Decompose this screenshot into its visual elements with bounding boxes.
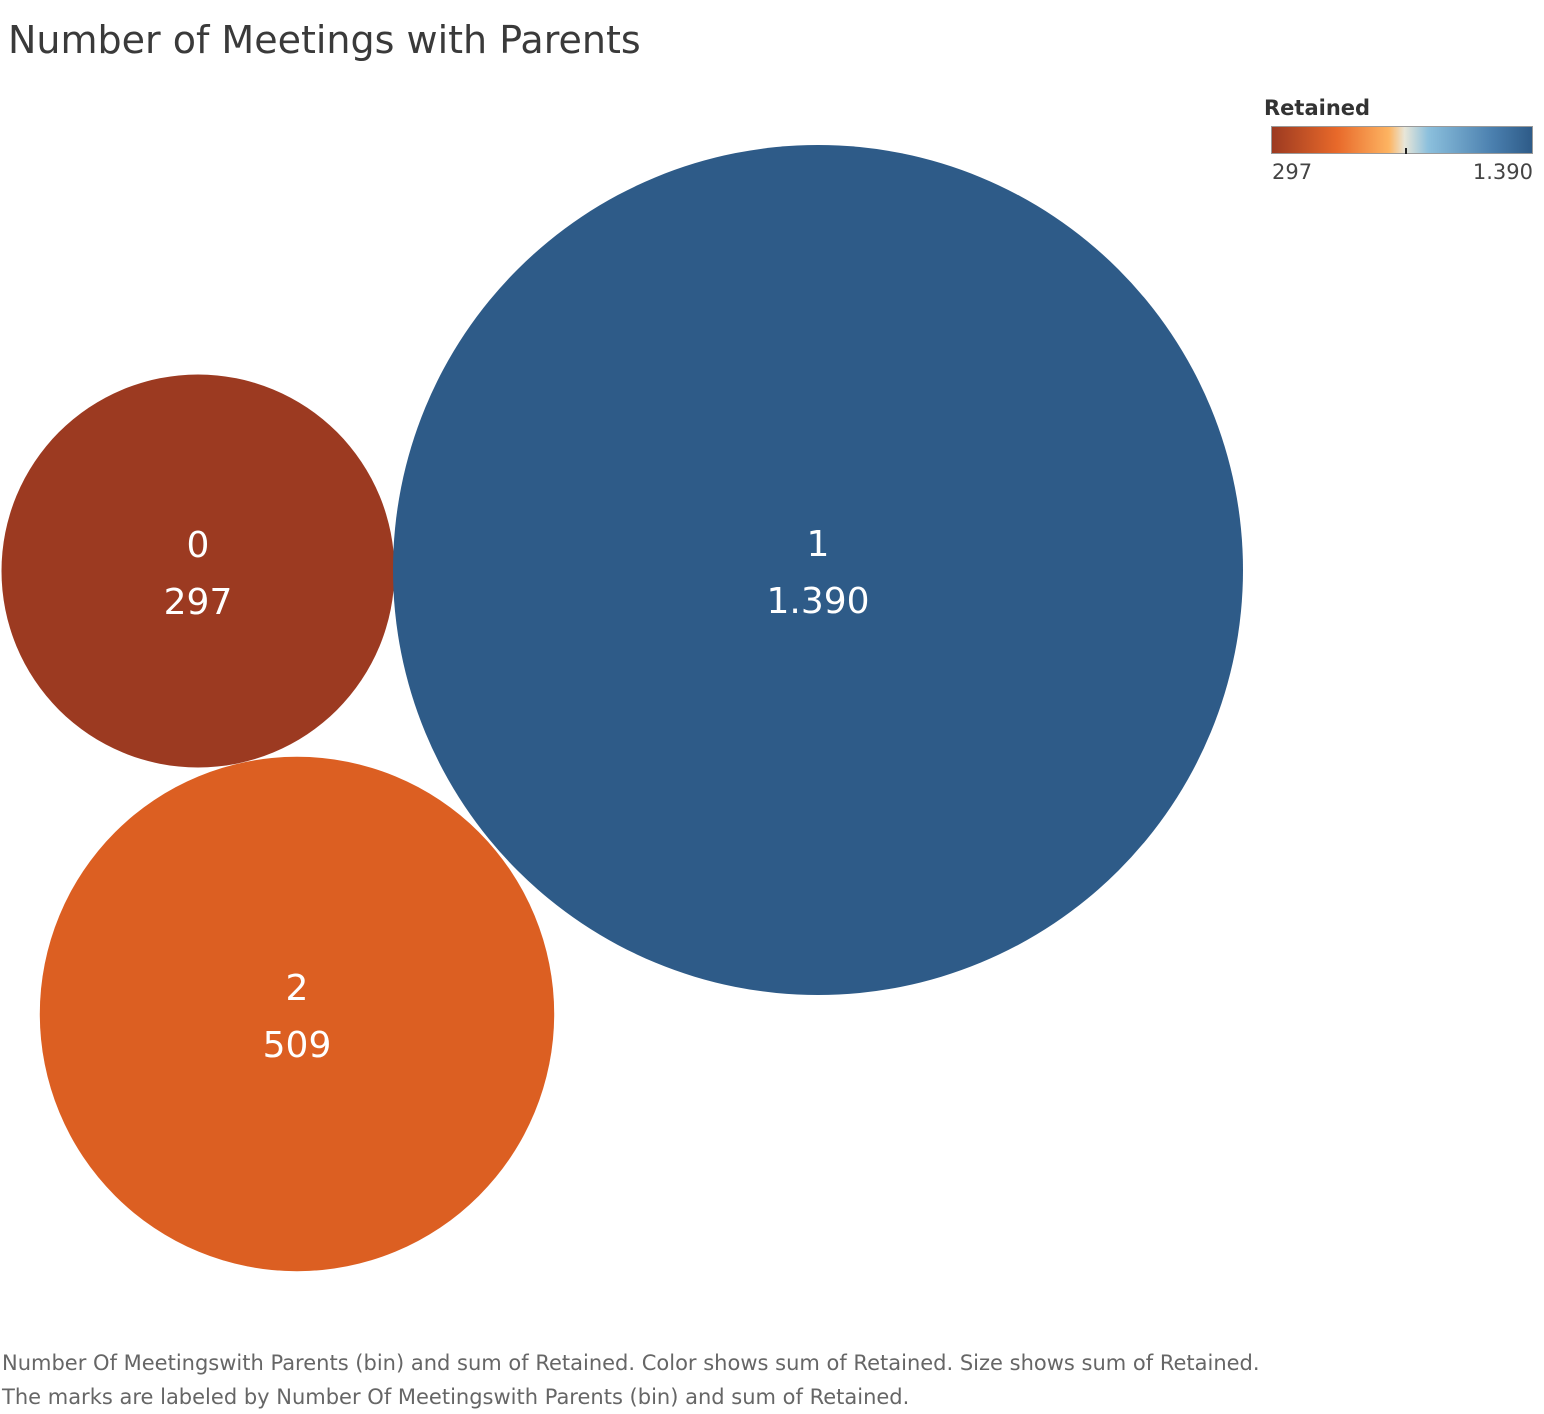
legend-color-ramp xyxy=(1271,126,1533,154)
color-legend[interactable]: Retained 297 1.390 xyxy=(1264,96,1536,184)
bubble-value-label-1: 1.390 xyxy=(766,581,869,622)
bubble-circle-0[interactable] xyxy=(1,374,395,768)
legend-title: Retained xyxy=(1264,96,1371,120)
legend-labels: 297 1.390 xyxy=(1271,154,1533,184)
bubble-1[interactable]: 1 1.390 xyxy=(393,145,1243,995)
bubble-value-label-2: 509 xyxy=(263,1025,332,1066)
bubble-circle-2[interactable] xyxy=(39,756,555,1272)
bubble-bin-label-0: 0 xyxy=(187,525,210,566)
chart-title: Number of Meetings with Parents xyxy=(8,18,641,62)
bubble-bin-label-1: 1 xyxy=(807,524,830,565)
bubble-circle-1[interactable] xyxy=(393,145,1243,995)
chart-caption: Number Of Meetingswith Parents (bin) and… xyxy=(2,1351,1260,1409)
legend-tick xyxy=(1405,148,1407,154)
bubble-bin-label-2: 2 xyxy=(286,968,309,1009)
bubble-value-label-0: 297 xyxy=(164,582,233,623)
legend-max-label: 1.390 xyxy=(1472,160,1533,184)
legend-min-label: 297 xyxy=(1272,160,1313,184)
